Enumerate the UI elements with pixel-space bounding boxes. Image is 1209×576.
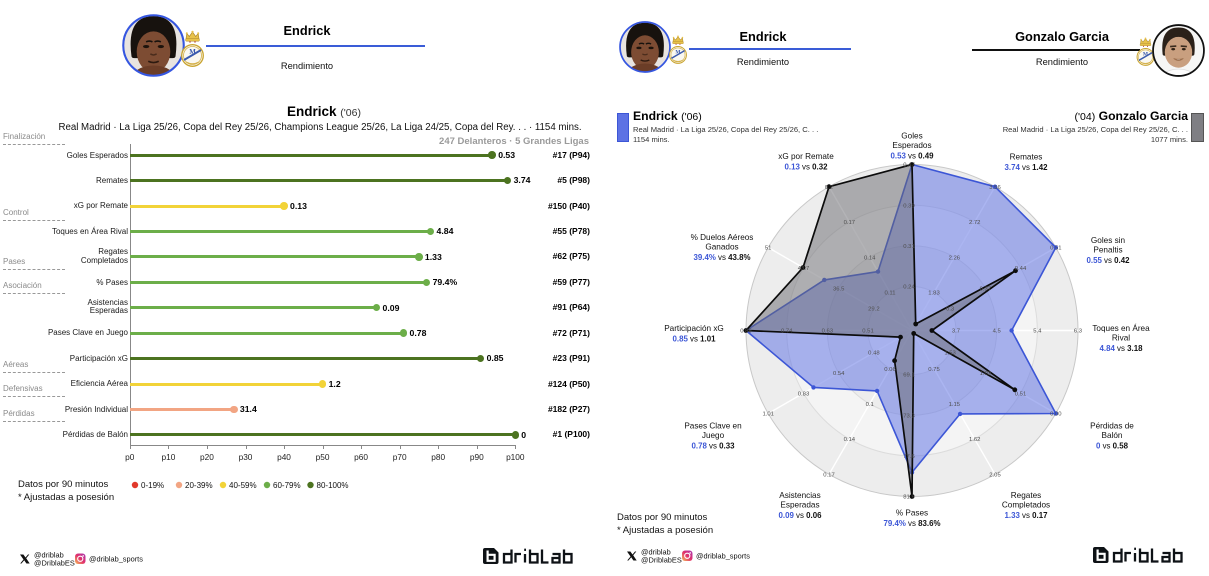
svg-text:Balón: Balón [1102,431,1123,440]
svg-text:@driblab_sports: @driblab_sports [696,551,750,560]
svg-text:Regates: Regates [1011,491,1042,500]
svg-text:73.3: 73.3 [903,413,915,419]
svg-text:0.44: 0.44 [1015,266,1027,272]
svg-text:0 vs 0.58: 0 vs 0.58 [1096,442,1129,451]
svg-text:60-79%: 60-79% [273,481,301,490]
svg-text:0.11: 0.11 [884,291,895,297]
svg-text:0.51: 0.51 [862,329,873,335]
svg-text:0.63: 0.63 [822,329,834,335]
svg-text:M: M [1143,52,1148,58]
svg-text:M: M [675,50,680,56]
svg-text:3.7: 3.7 [952,329,960,335]
svg-text:39.4% vs 43.8%: 39.4% vs 43.8% [693,253,750,262]
svg-text:Completados: Completados [1002,501,1050,510]
svg-text:0.24: 0.24 [903,285,915,291]
svg-text:0.39: 0.39 [903,203,914,209]
svg-text:Participación xG: Participación xG [664,324,724,333]
svg-text:Goles sin: Goles sin [1091,236,1126,245]
svg-text:@DriblabES: @DriblabES [34,559,75,567]
svg-text:Pases Clave en: Pases Clave en [684,422,742,431]
svg-text:0.51: 0.51 [1015,391,1026,397]
svg-text:0.00: 0.00 [1050,412,1062,418]
svg-text:@DriblabES: @DriblabES [641,556,682,564]
svg-text:1.15: 1.15 [949,402,961,408]
svg-text:Esperados: Esperados [892,141,931,150]
svg-text:1.53: 1.53 [944,351,956,357]
svg-text:0.75: 0.75 [928,367,940,373]
svg-text:2.05: 2.05 [989,473,1001,479]
svg-text:% Pases: % Pases [896,509,928,518]
svg-text:0.3: 0.3 [946,307,955,313]
svg-text:Penaltis: Penaltis [1093,246,1122,255]
svg-text:1.62: 1.62 [969,437,980,443]
svg-text:M: M [189,48,196,56]
svg-text:3.74 vs 1.42: 3.74 vs 1.42 [1005,163,1049,172]
svg-text:0.78 vs 0.33: 0.78 vs 0.33 [692,442,736,451]
svg-text:2.26: 2.26 [949,255,961,261]
svg-text:0.83: 0.83 [798,391,810,397]
svg-text:20-39%: 20-39% [185,481,213,490]
svg-text:36.5: 36.5 [833,286,845,292]
svg-text:0.17: 0.17 [844,220,855,226]
svg-text:43.7: 43.7 [798,266,809,272]
svg-text:Juego: Juego [702,431,725,440]
svg-text:79.4% vs 83.6%: 79.4% vs 83.6% [883,519,940,528]
svg-text:4.5: 4.5 [993,329,1002,335]
svg-text:0.31: 0.31 [903,244,914,250]
svg-text:3.56: 3.56 [989,185,1001,191]
svg-text:0.14: 0.14 [864,255,876,261]
svg-text:Goles: Goles [901,132,922,141]
svg-text:0.54: 0.54 [833,371,845,377]
svg-text:% Duelos Aéreos: % Duelos Aéreos [691,233,754,242]
svg-text:0.06: 0.06 [884,367,896,373]
svg-text:0.85: 0.85 [740,329,752,335]
svg-text:51: 51 [765,246,772,252]
svg-text:1.02: 1.02 [980,371,991,377]
svg-text:2.72: 2.72 [969,220,980,226]
svg-text:Pérdidas de: Pérdidas de [1090,422,1134,431]
svg-text:0.47: 0.47 [903,163,914,169]
svg-text:0.55 vs 0.42: 0.55 vs 0.42 [1087,256,1131,265]
svg-text:0.2: 0.2 [825,185,833,191]
svg-text:0.09 vs 0.06: 0.09 vs 0.06 [779,511,823,520]
svg-text:77.6: 77.6 [903,454,915,460]
svg-text:5.4: 5.4 [1033,329,1042,335]
svg-text:0.1: 0.1 [866,402,874,408]
svg-text:0.17: 0.17 [823,473,834,479]
svg-text:Asistencias: Asistencias [779,491,820,500]
svg-text:@driblab_sports: @driblab_sports [89,554,143,563]
svg-text:1.83: 1.83 [928,291,940,297]
svg-text:0-19%: 0-19% [141,481,164,490]
svg-text:@driblab: @driblab [34,551,64,560]
svg-text:0.13 vs 0.32: 0.13 vs 0.32 [785,163,829,172]
svg-text:4.84 vs 3.18: 4.84 vs 3.18 [1100,344,1144,353]
svg-text:@driblab: @driblab [641,548,671,557]
svg-text:Remates: Remates [1010,153,1043,162]
svg-text:0.53 vs 0.49: 0.53 vs 0.49 [891,152,935,161]
svg-text:81.9: 81.9 [903,495,914,501]
svg-text:0.14: 0.14 [844,437,856,443]
svg-text:0.74: 0.74 [781,329,793,335]
svg-text:0.37: 0.37 [980,286,991,292]
svg-text:6.3: 6.3 [1074,329,1083,335]
svg-text:Esperadas: Esperadas [780,501,819,510]
svg-text:1.33 vs 0.17: 1.33 vs 0.17 [1005,511,1049,520]
svg-text:0.48: 0.48 [868,351,880,357]
svg-text:80-100%: 80-100% [317,481,349,490]
svg-text:Rival: Rival [1112,334,1130,343]
svg-text:29.2: 29.2 [868,307,879,313]
svg-text:Toques en Área: Toques en Área [1092,323,1150,333]
svg-text:0.51: 0.51 [1050,246,1061,252]
svg-text:40-59%: 40-59% [229,481,257,490]
svg-text:0.85 vs 1.01: 0.85 vs 1.01 [673,335,717,344]
svg-text:xG por Remate: xG por Remate [778,152,834,161]
svg-text:69.1: 69.1 [903,373,914,379]
svg-text:Ganados: Ganados [705,243,738,252]
svg-text:1.01: 1.01 [762,412,773,418]
